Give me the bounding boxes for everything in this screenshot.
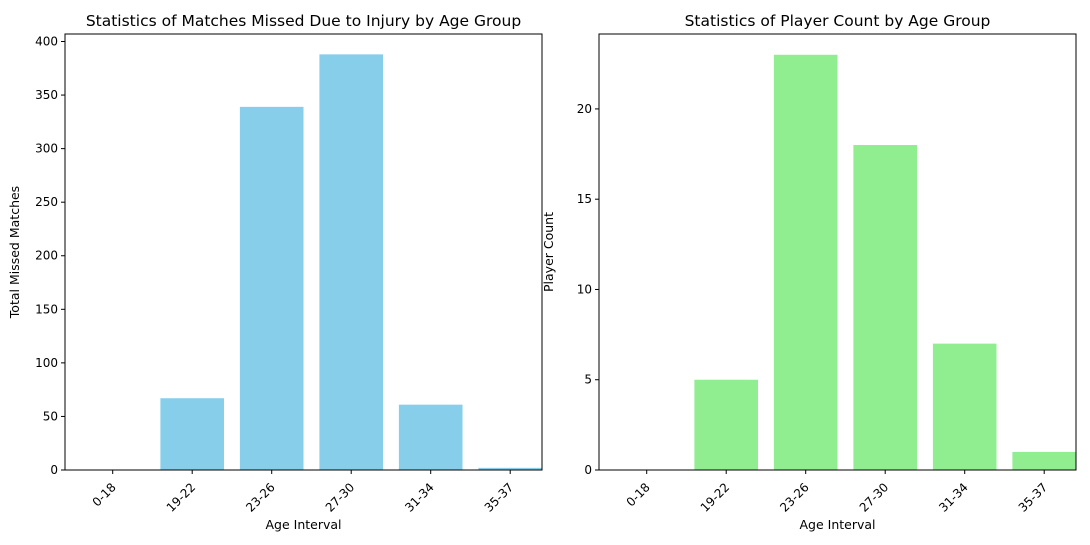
x-tick-label: 19-22 [698,480,733,515]
y-tick-label: 0 [50,463,58,477]
x-axis-label: Age Interval [799,517,875,532]
y-tick-label: 50 [43,409,58,423]
chart-title: Statistics of Matches Missed Due to Inju… [86,12,521,30]
bar-23-26 [239,106,304,470]
y-tick-label: 350 [35,88,58,102]
plot-frame [64,33,543,471]
y-tick-label: 5 [584,373,592,387]
x-tick-label: 19-22 [164,480,199,515]
chart-title: Statistics of Player Count by Age Group [685,12,991,30]
y-axis-label: Player Count [541,212,556,292]
x-tick-label: 23-26 [777,480,812,515]
x-tick-label: 35-37 [1016,480,1051,515]
bar-19-22 [160,398,224,470]
y-tick-label: 100 [35,356,58,370]
bar-35-37 [1012,451,1076,470]
bar-19-22 [694,379,758,470]
bar-35-37 [478,467,542,470]
bar-31-34 [398,404,463,470]
y-tick-label: 10 [577,282,592,296]
y-tick-label: 250 [35,195,58,209]
x-tick-label: 27-30 [857,480,892,515]
bar-23-26 [773,54,838,471]
y-tick-label: 20 [577,102,592,116]
bar-27-30 [319,54,383,470]
y-tick-label: 400 [35,34,58,48]
x-tick-label: 0-18 [90,480,119,509]
x-tick-label: 31-34 [402,480,437,515]
player-count-chart: Statistics of Player Count by Age Group … [541,12,1077,532]
x-tick-label: 23-26 [243,480,278,515]
x-tick-label: 35-37 [482,480,517,515]
missed-matches-chart: Statistics of Matches Missed Due to Inju… [7,12,543,532]
y-tick-label: 0 [584,463,592,477]
y-tick-label: 200 [35,249,58,263]
x-axis-label: Age Interval [265,517,341,532]
y-tick-label: 150 [35,302,58,316]
x-tick-label: 27-30 [323,480,358,515]
bar-27-30 [853,145,917,470]
y-tick-label: 15 [577,192,592,206]
plot-frame [598,33,1077,471]
x-tick-label: 0-18 [624,480,653,509]
y-axis-label: Total Missed Matches [7,186,22,319]
bar-31-34 [932,343,997,470]
y-tick-label: 300 [35,142,58,156]
x-tick-label: 31-34 [936,480,971,515]
